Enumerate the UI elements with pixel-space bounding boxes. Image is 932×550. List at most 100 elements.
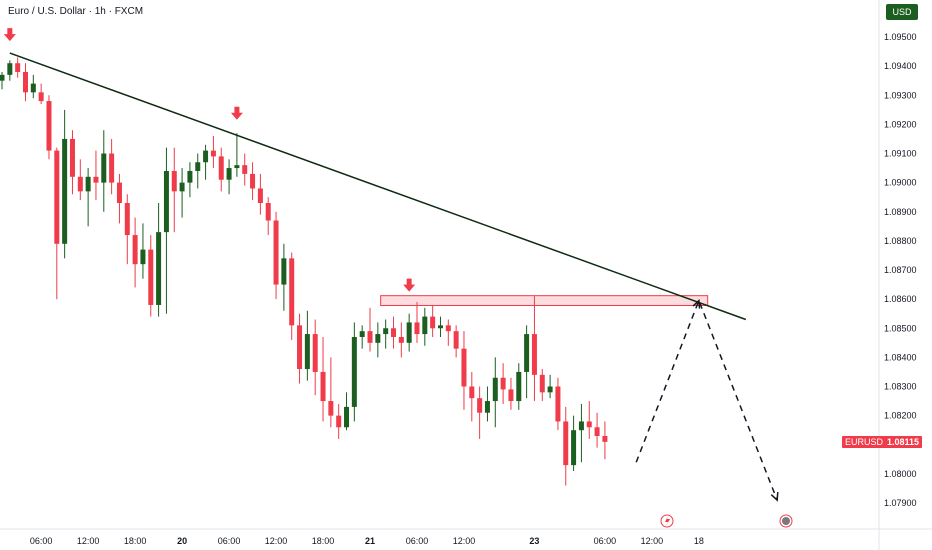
price-tick-label: 1.08800 [884,236,917,246]
candle-body [234,165,240,169]
time-tick-label: 12:00 [641,536,664,546]
candle [54,147,60,300]
candle-body [124,203,130,236]
projection-arrowhead-down [770,492,779,502]
candle-body [171,170,177,192]
candle-body [218,156,224,180]
candle-body [539,374,545,393]
candle [250,162,256,201]
price-tick-label: 1.08300 [884,382,917,392]
candle-body [210,150,216,157]
candle [492,357,498,428]
candle [398,322,404,358]
candle-body [297,325,303,370]
candle-body [69,138,75,177]
candle [430,304,436,337]
candle [508,377,514,410]
candle-body [531,334,537,375]
candle-body [414,322,420,335]
chart-title: Euro / U.S. Dollar · 1h · FXCM [8,6,144,17]
candle [265,197,271,236]
candle-body [406,322,412,343]
candle [0,71,5,90]
candle-body [312,334,318,372]
candle [344,392,350,431]
price-tag-symbol: EURUSD [845,437,884,447]
candle-body [437,325,443,329]
price-tick-label: 1.08900 [884,207,917,217]
time-tick-label: 06:00 [218,536,241,546]
candle [375,322,381,358]
candle [383,319,389,349]
candle-body [359,331,365,337]
candle [555,377,561,431]
time-tick-label: 06:00 [594,536,617,546]
candle [234,133,240,177]
candle [242,153,248,186]
candle-body [179,182,185,192]
candle-body [398,336,404,343]
candle [15,57,21,78]
candle-body [383,328,389,335]
candle [257,173,263,215]
economic-event-icon[interactable] [779,514,793,528]
candle-body [484,401,490,413]
candle [500,363,506,404]
candle [304,310,310,381]
candle [516,363,522,410]
candle [336,403,342,439]
candle-body [351,336,357,407]
trendline[interactable] [9,52,747,321]
candle [163,147,169,314]
down-arrow-icon [3,28,16,42]
candle-body [344,406,350,428]
candle-body [156,232,162,305]
candle [586,401,592,439]
candle [602,421,608,460]
candle [7,60,13,81]
projection-path [635,298,778,501]
price-tag-value: 1.08115 [887,437,920,447]
candle-body [250,173,256,189]
down-arrow-icon [230,106,243,120]
candle-body [163,170,169,233]
candle-body [195,162,201,171]
candle [226,159,232,195]
price-tick-label: 1.08500 [884,323,917,333]
price-tick-label: 1.08600 [884,294,917,304]
candle [594,412,600,448]
time-tick-label: 12:00 [453,536,476,546]
candle-body [77,176,83,192]
lightning-event-icon[interactable] [660,514,674,528]
candle-body [367,331,373,343]
candle [571,415,577,471]
candle-body [257,188,263,204]
candle-body [477,398,483,413]
currency-button[interactable]: USD [886,4,918,20]
candle [437,316,443,337]
candle-body [375,334,381,343]
candle-body [430,316,436,329]
candle [203,144,209,180]
price-axis[interactable]: 1.09500 1.09400 1.09300 1.09200 1.09100 1.090… [878,0,917,550]
candle-body [281,258,287,285]
candle-body [226,168,232,180]
candle-body [563,421,569,466]
candle [210,136,216,169]
candle-body [571,430,577,466]
candle-body [132,235,138,265]
candle-body [422,316,428,335]
candle [297,313,303,384]
candle-body [116,182,122,204]
time-axis[interactable]: 06:00 12:00 18:00 20 06:00 12:00 18:00 21 06:00 1… [0,528,932,546]
candle [422,307,428,346]
candle [367,307,373,352]
candle [85,168,91,227]
time-tick-label: 18:00 [312,536,335,546]
candle [445,319,451,346]
candle [578,403,584,463]
candle [22,63,28,102]
candle [406,313,412,352]
candle [539,369,545,402]
